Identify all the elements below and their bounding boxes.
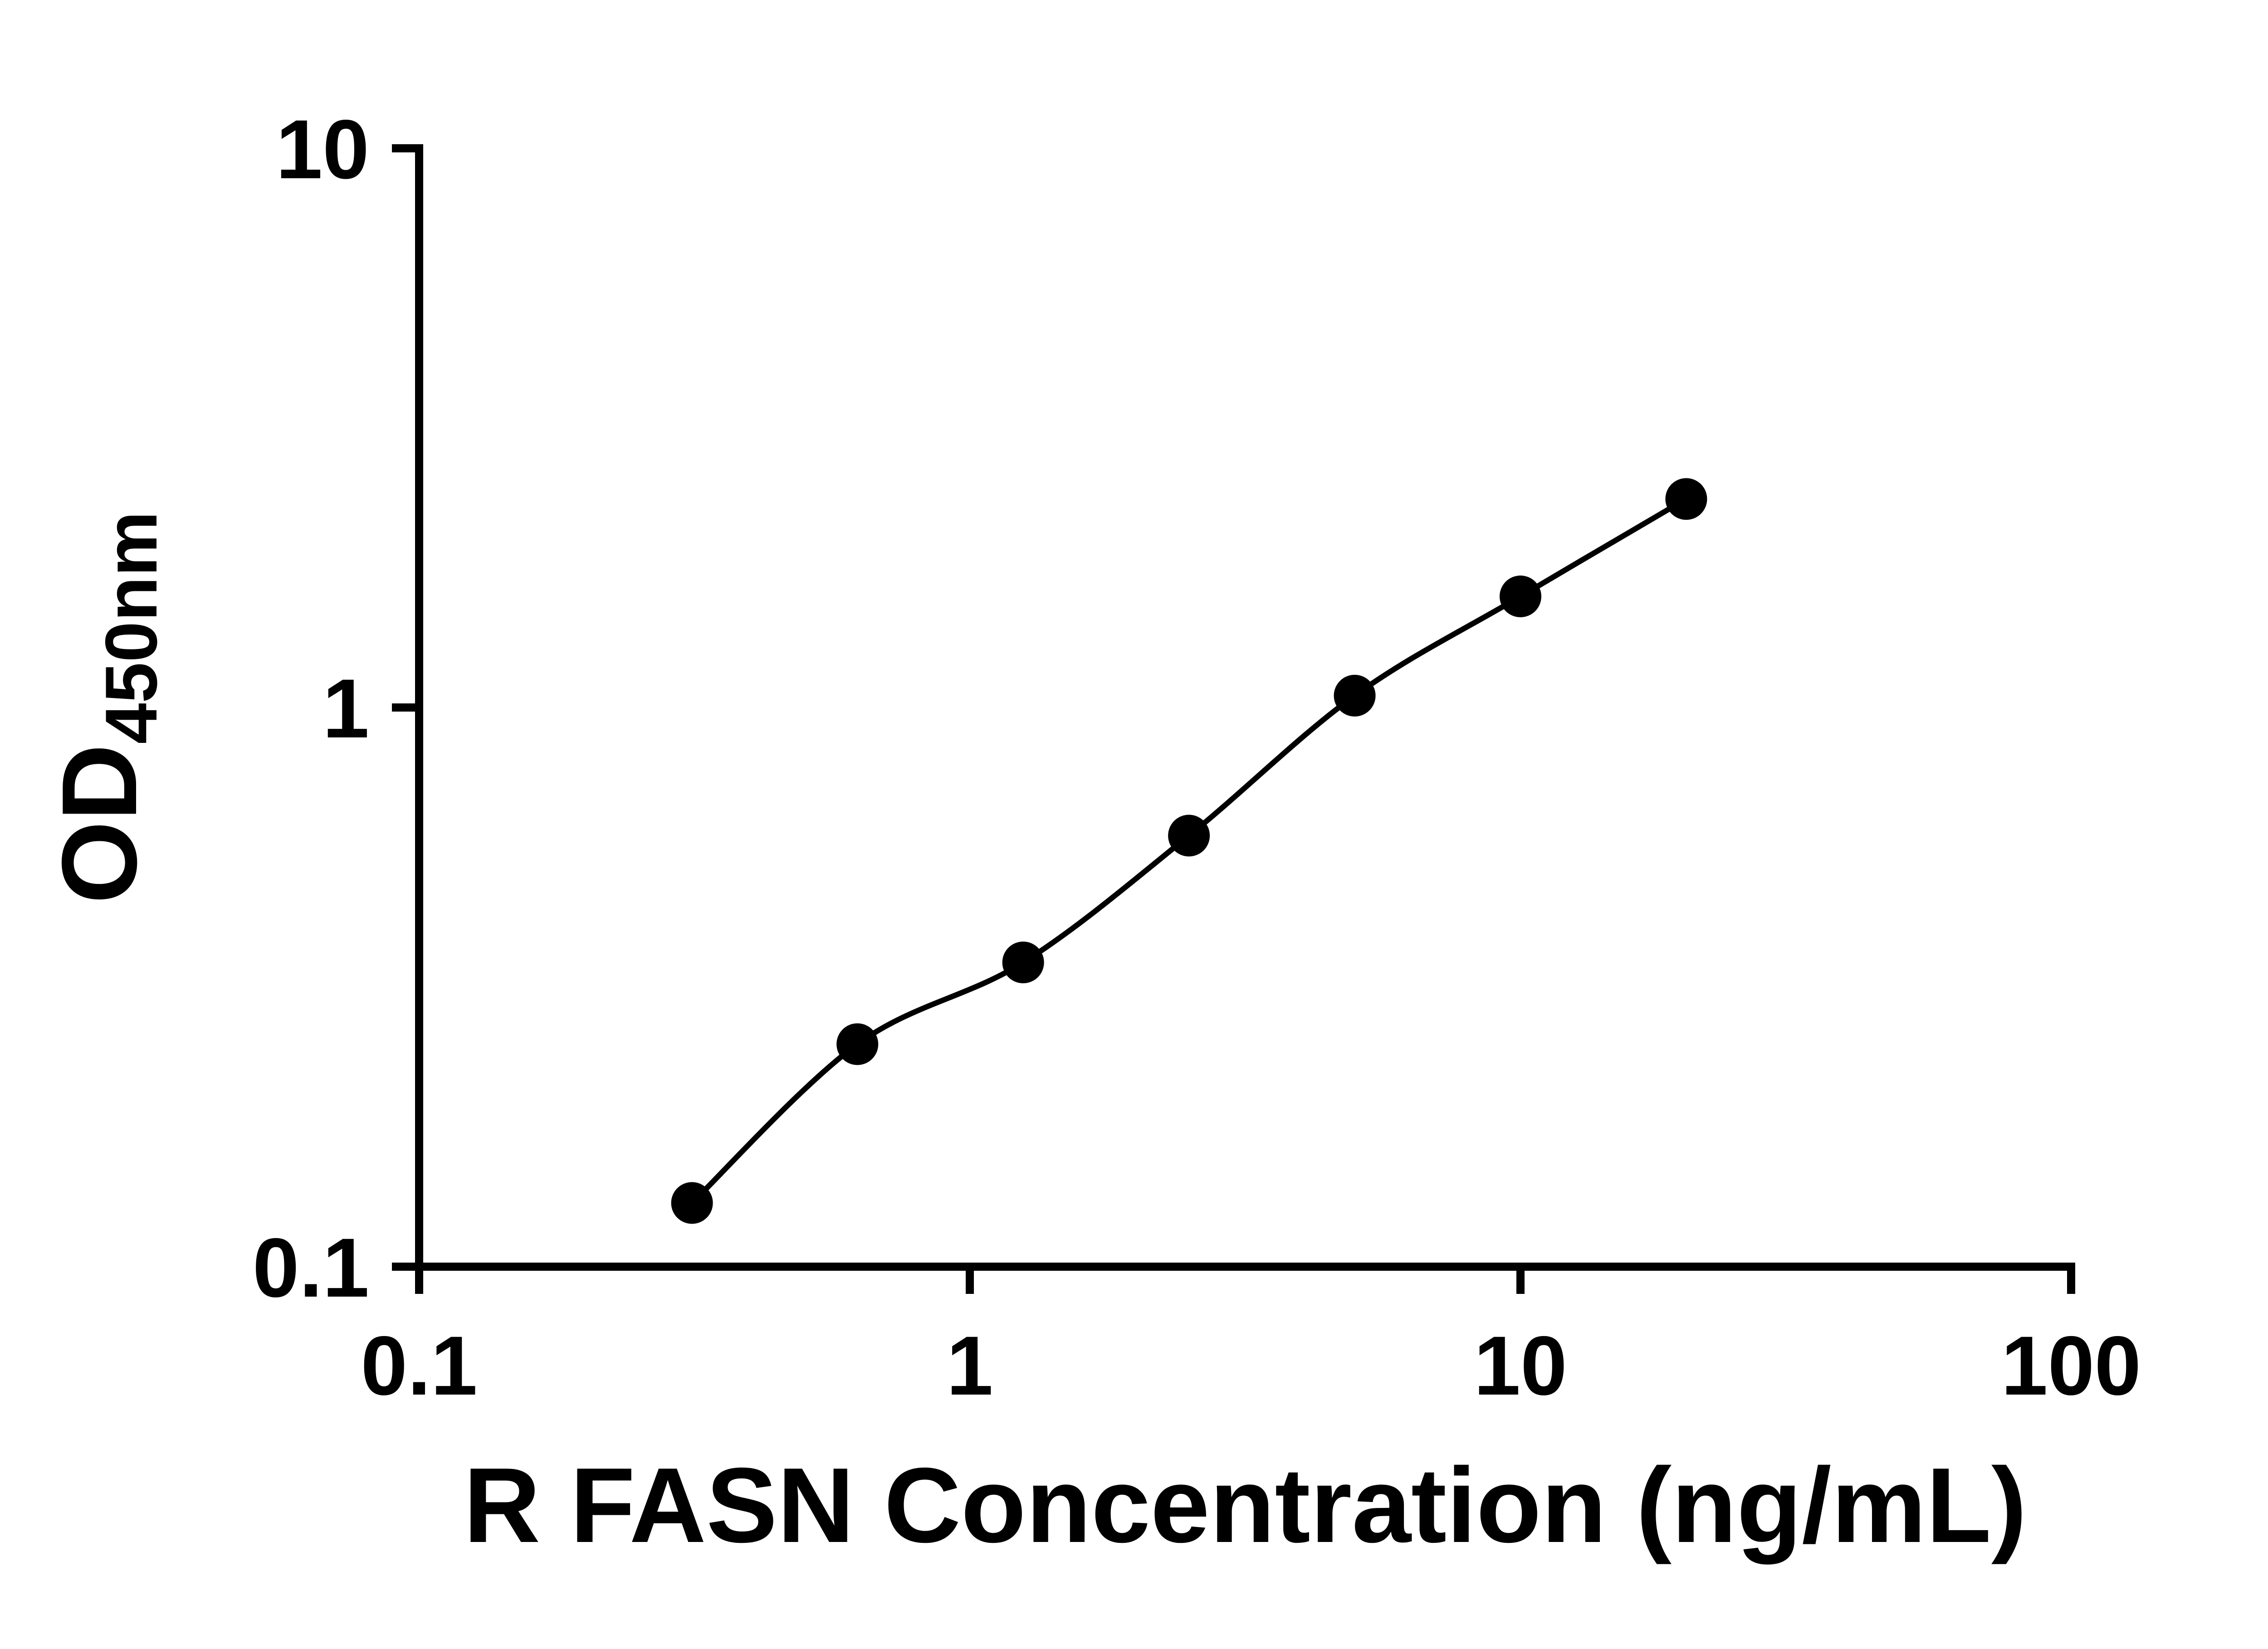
y-tick-label: 1 xyxy=(323,662,369,756)
x-ticks-group xyxy=(415,1267,2075,1294)
x-axis-title: R FASN Concentration (ng/mL) xyxy=(464,1445,2027,1565)
data-point xyxy=(1002,942,1044,984)
x-tick-label: 0.1 xyxy=(361,1319,477,1413)
y-tick-labels-group: 0.1 1 10 xyxy=(253,103,369,1315)
x-tick-label: 10 xyxy=(1474,1319,1567,1413)
x-tick-label: 100 xyxy=(2001,1319,2141,1413)
x-tick-label: 1 xyxy=(947,1319,993,1413)
y-axis-title-sub: 450nm xyxy=(90,511,172,744)
data-point xyxy=(1334,674,1376,717)
data-point xyxy=(1665,478,1707,520)
x-tick-labels-group: 0.1 1 10 100 xyxy=(361,1319,2141,1413)
y-axis-title: OD450nm xyxy=(39,511,172,904)
data-point xyxy=(1168,815,1210,857)
data-point xyxy=(671,1182,713,1224)
data-point xyxy=(836,1023,879,1065)
y-ticks-group xyxy=(392,144,419,1271)
y-tick-label: 10 xyxy=(276,103,369,196)
data-point xyxy=(1500,576,1541,618)
y-axis-title-main: OD xyxy=(39,744,159,904)
series-group xyxy=(671,478,1707,1224)
y-tick-label: 0.1 xyxy=(253,1221,369,1315)
